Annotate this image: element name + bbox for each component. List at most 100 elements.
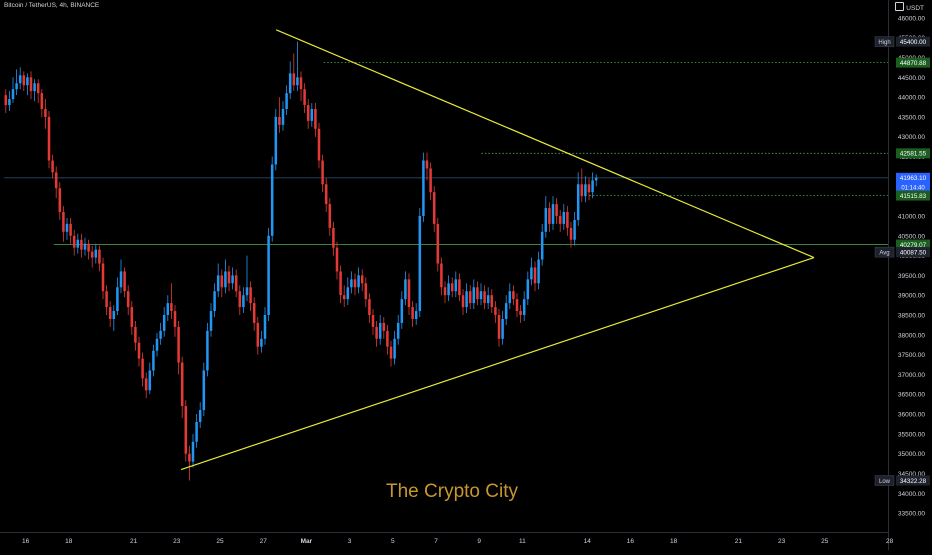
- price-label-tag: High: [878, 40, 890, 46]
- x-tick-label: 18: [65, 538, 73, 545]
- y-tick-label: 39000.00: [898, 293, 925, 300]
- candle-body: [202, 370, 206, 411]
- price-label-value: 34322.28: [900, 478, 927, 485]
- candle-body: [224, 271, 227, 288]
- candle-body: [191, 441, 195, 462]
- candle-body: [404, 279, 407, 300]
- candle-body: [594, 177, 598, 181]
- candle-body: [353, 279, 357, 288]
- price-label-tag: Low: [879, 479, 891, 485]
- candle-body: [141, 358, 144, 379]
- candle-body: [256, 322, 260, 347]
- candle-body: [180, 362, 184, 407]
- candle-body: [209, 311, 213, 331]
- candle-body: [591, 180, 594, 193]
- candle-body: [551, 204, 555, 224]
- candle-body: [537, 259, 540, 284]
- price-label-tag-box: [874, 475, 895, 486]
- candle-body: [292, 73, 296, 86]
- candle-body: [436, 223, 440, 264]
- candle-body: [152, 350, 155, 371]
- candle-body: [569, 227, 573, 240]
- currency-label: USDT: [906, 5, 924, 12]
- candle-body: [486, 295, 490, 304]
- price-label-box: [896, 247, 930, 258]
- candle-body: [144, 378, 148, 391]
- candle-body: [40, 93, 44, 110]
- candle-body: [558, 215, 562, 224]
- candle-body: [87, 243, 90, 252]
- candle-body: [458, 279, 461, 296]
- candle-body: [490, 295, 494, 308]
- price-label-box: [896, 57, 930, 68]
- candle-body: [245, 287, 249, 296]
- watermark: The Crypto City: [386, 481, 518, 502]
- candle-body: [94, 249, 98, 258]
- candle-body: [411, 307, 414, 319]
- candle-body: [29, 77, 33, 92]
- candle-body: [544, 208, 548, 232]
- candle-body: [386, 330, 389, 347]
- candle-body: [80, 239, 83, 250]
- candle-body: [324, 184, 328, 205]
- candle-body: [497, 315, 501, 339]
- candle-body: [155, 338, 159, 351]
- candle-body: [285, 93, 288, 110]
- y-tick-label: 36000.00: [898, 412, 925, 419]
- candle-body: [573, 219, 576, 240]
- candle-body: [130, 307, 134, 327]
- candle-body: [227, 271, 231, 284]
- candle-body: [65, 223, 69, 232]
- candle-body: [234, 275, 238, 292]
- y-tick-label: 39500.00: [898, 273, 925, 280]
- x-tick-label: 16: [22, 538, 30, 545]
- candle-body: [306, 105, 310, 121]
- candle-body: [576, 184, 580, 220]
- candle-body: [562, 212, 566, 224]
- candle-body: [98, 249, 101, 264]
- candle-body: [378, 322, 382, 339]
- candle-body: [555, 204, 558, 216]
- candle-body: [512, 291, 515, 300]
- price-label-value: 42581.55: [900, 151, 927, 158]
- candle-body: [249, 287, 252, 304]
- x-tick-label: 5: [391, 538, 395, 545]
- candle-body: [278, 116, 281, 125]
- price-label-tag-box: [874, 36, 895, 47]
- candle-body: [389, 346, 393, 359]
- candle-body: [116, 287, 119, 312]
- candle-body: [364, 283, 368, 300]
- candle-body: [303, 89, 306, 106]
- candle-body: [195, 421, 198, 442]
- candle-body: [472, 287, 476, 304]
- candle-body: [371, 315, 375, 327]
- chart-header-title: Bitcoin / TetherUS, 4h, BINANCE: [4, 2, 100, 9]
- price-label-box: [896, 36, 930, 47]
- candle-body: [422, 160, 425, 216]
- y-tick-label: 40500.00: [898, 233, 925, 240]
- candle-body: [335, 247, 339, 272]
- candle-body: [119, 271, 123, 288]
- candle-body: [407, 279, 411, 308]
- candle-body: [508, 291, 512, 304]
- candle-body: [468, 291, 472, 304]
- candle-body: [51, 160, 54, 173]
- x-tick-label: 21: [130, 538, 138, 545]
- candle-body: [134, 326, 137, 343]
- x-tick-label: 14: [584, 538, 592, 545]
- currency-selector[interactable]: USDT: [895, 2, 924, 12]
- price-label-box: [896, 172, 930, 193]
- candle-body: [350, 279, 353, 288]
- price-label-value: 44870.88: [900, 60, 927, 67]
- candle-body: [198, 410, 202, 422]
- price-label-value: 40087.50: [900, 249, 927, 256]
- x-tick-label: 3: [348, 538, 352, 545]
- triangle-trendline: [275, 29, 815, 259]
- candle-body: [450, 283, 454, 292]
- candle-body: [432, 192, 436, 224]
- candle-body: [328, 204, 332, 228]
- y-tick-label: 38000.00: [898, 332, 925, 339]
- candle-body: [252, 303, 256, 323]
